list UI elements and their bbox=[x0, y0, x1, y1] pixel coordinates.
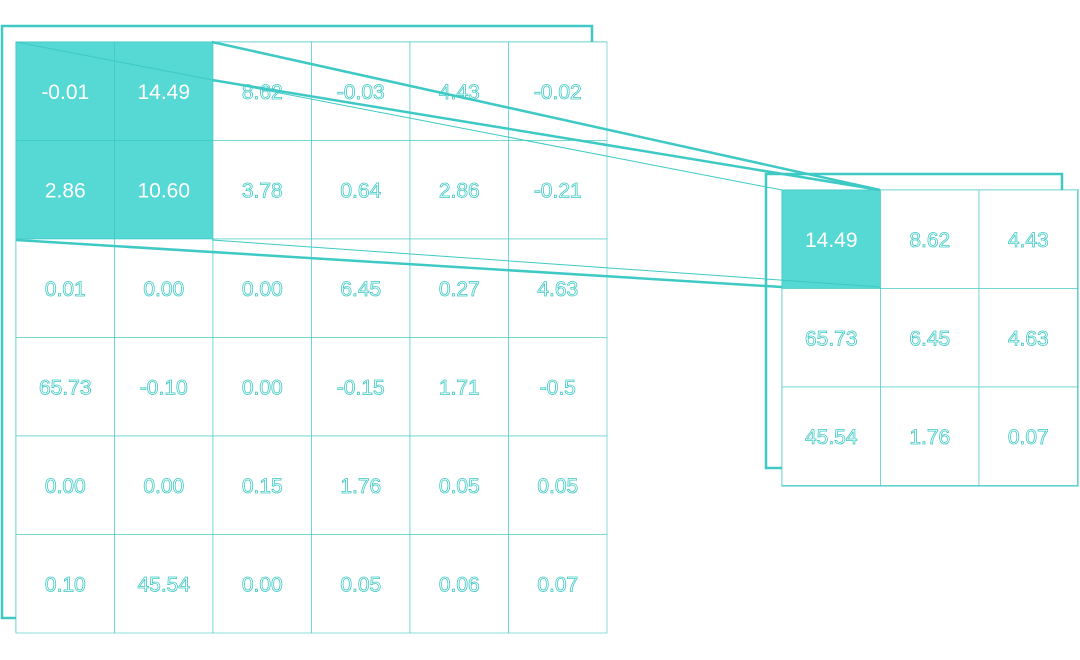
input-matrix: -0.01 14.49 8.62 -0.03 4.43 -0.022.86 10.60 3.7… bbox=[15, 41, 608, 634]
cell-value: 10.60 bbox=[137, 179, 190, 202]
cell-value: 6.45 bbox=[909, 327, 950, 350]
cell-value: 0.06 bbox=[439, 573, 480, 596]
matrix-cell bbox=[212, 140, 312, 240]
matrix-cell bbox=[508, 534, 608, 634]
highlighted-cell bbox=[15, 140, 115, 240]
connector-line-top-left bbox=[15, 41, 783, 191]
matrix-cell bbox=[311, 140, 411, 240]
cell-value: 1.76 bbox=[909, 426, 950, 449]
cell-value: -0.02 bbox=[534, 81, 582, 104]
matrix-cell bbox=[781, 288, 881, 388]
cell-value: 2.86 bbox=[45, 179, 86, 202]
cell-value: 4.43 bbox=[1008, 229, 1049, 252]
matrix-cell bbox=[508, 41, 608, 141]
matrix-cell bbox=[212, 337, 312, 437]
cell-value: 45.54 bbox=[805, 426, 858, 449]
matrix-cell bbox=[311, 238, 411, 338]
cell-value: 0.01 bbox=[45, 278, 86, 301]
cell-value: 2.86 bbox=[439, 179, 480, 202]
cell-value: 8.62 bbox=[909, 229, 950, 252]
cell-value: 0.10 bbox=[45, 573, 86, 596]
cell-value: 0.05 bbox=[340, 573, 381, 596]
matrix-cell bbox=[409, 41, 509, 141]
cell-value: -0.03 bbox=[337, 81, 385, 104]
matrix-cell bbox=[409, 534, 509, 634]
cell-value: 0.00 bbox=[242, 376, 283, 399]
cell-value: -0.15 bbox=[337, 376, 385, 399]
output-matrix: 14.49 8.62 4.43 65.73 6.45 4.63 45.54 1.76 0.07 bbox=[781, 189, 1078, 486]
cell-value: 14.49 bbox=[805, 229, 858, 252]
cell-value: 0.05 bbox=[537, 475, 578, 498]
cell-value: 0.00 bbox=[143, 475, 184, 498]
cell-value: 65.73 bbox=[805, 327, 858, 350]
cell-value: 0.05 bbox=[439, 475, 480, 498]
matrix-cell bbox=[508, 337, 608, 437]
cell-value: 0.15 bbox=[242, 475, 283, 498]
matrix-cell bbox=[508, 140, 608, 240]
highlighted-cell bbox=[781, 189, 881, 289]
cell-value: 0.00 bbox=[242, 573, 283, 596]
matrix-cell bbox=[880, 288, 980, 388]
matrix-cell bbox=[114, 534, 214, 634]
matrix-cell bbox=[114, 238, 214, 338]
cell-value: 0.27 bbox=[439, 278, 480, 301]
matrix-cell bbox=[311, 41, 411, 141]
matrix-cell bbox=[15, 534, 115, 634]
cell-value: 65.73 bbox=[39, 376, 92, 399]
highlighted-cell bbox=[15, 41, 115, 141]
matrix-cell bbox=[978, 288, 1078, 388]
cell-value: -0.01 bbox=[41, 81, 89, 104]
matrix-cell bbox=[311, 435, 411, 535]
matrix-cell bbox=[311, 534, 411, 634]
cell-value: 3.78 bbox=[242, 179, 283, 202]
cell-value: -0.10 bbox=[140, 376, 188, 399]
connector-line-top-right-inner bbox=[211, 78, 881, 192]
matrix-cell bbox=[880, 386, 980, 486]
matrix-cell bbox=[880, 189, 980, 289]
connector-line-bottom-right bbox=[211, 239, 881, 288]
pooling-connectors bbox=[15, 40, 881, 289]
cell-value: -0.21 bbox=[534, 179, 582, 202]
matrix-cell bbox=[409, 140, 509, 240]
cell-value: 4.63 bbox=[1008, 327, 1049, 350]
highlighted-cell bbox=[114, 140, 214, 240]
cell-value: 0.07 bbox=[537, 573, 578, 596]
matrix-cell bbox=[781, 386, 881, 486]
cell-value: 0.00 bbox=[143, 278, 184, 301]
cell-value: 6.45 bbox=[340, 278, 381, 301]
cell-value: 45.54 bbox=[137, 573, 190, 596]
cell-value: 4.63 bbox=[537, 278, 578, 301]
connector-line-bottom-left bbox=[15, 238, 783, 289]
matrix-cell bbox=[508, 238, 608, 338]
matrix-cell bbox=[978, 386, 1078, 486]
cell-value: -0.5 bbox=[540, 376, 576, 399]
matrix-cell bbox=[508, 435, 608, 535]
cell-value: 0.07 bbox=[1008, 426, 1049, 449]
cell-value: 1.76 bbox=[340, 475, 381, 498]
matrix-cell bbox=[311, 337, 411, 437]
matrix-cell bbox=[114, 435, 214, 535]
matrix-cell bbox=[212, 435, 312, 535]
cell-value: 0.00 bbox=[45, 475, 86, 498]
cell-value: 0.00 bbox=[242, 278, 283, 301]
matrix-cell bbox=[15, 435, 115, 535]
cell-value: 1.71 bbox=[439, 376, 480, 399]
cell-value: 0.64 bbox=[340, 179, 381, 202]
highlighted-cell bbox=[114, 41, 214, 141]
cell-value: 14.49 bbox=[137, 81, 190, 104]
connector-line-top-right bbox=[211, 40, 881, 192]
matrix-cell bbox=[212, 41, 312, 141]
matrix-cell bbox=[212, 534, 312, 634]
